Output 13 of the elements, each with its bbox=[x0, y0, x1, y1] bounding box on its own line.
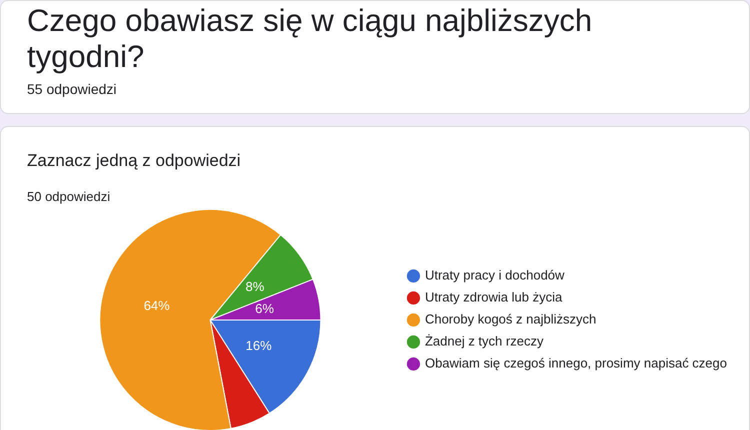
legend-label: Utraty pracy i dochodów bbox=[424, 268, 566, 283]
chart-subtitle: Zaznacz jedną z odpowiedzi bbox=[27, 151, 241, 171]
data-label: 6% bbox=[255, 301, 274, 316]
legend-label: Utraty zdrowia lub życia bbox=[424, 290, 563, 305]
legend-label: Obawiam się czegoś innego, prosimy napisać czego bbox=[424, 356, 728, 371]
data-label: 16% bbox=[246, 338, 272, 354]
text: 55 odpowiedzi bbox=[27, 81, 117, 97]
legend-label: Żadnej z tych rzeczy bbox=[424, 334, 544, 349]
legend-label: Choroby kogoś z najbliższych bbox=[424, 312, 596, 327]
chart-title: Czego obawiasz się w ciągu najbliższych tygodni? bbox=[27, 3, 594, 75]
data-label: 8% bbox=[246, 279, 265, 294]
text: 50 odpowiedzi bbox=[27, 189, 110, 204]
data-label: 64% bbox=[144, 298, 170, 313]
